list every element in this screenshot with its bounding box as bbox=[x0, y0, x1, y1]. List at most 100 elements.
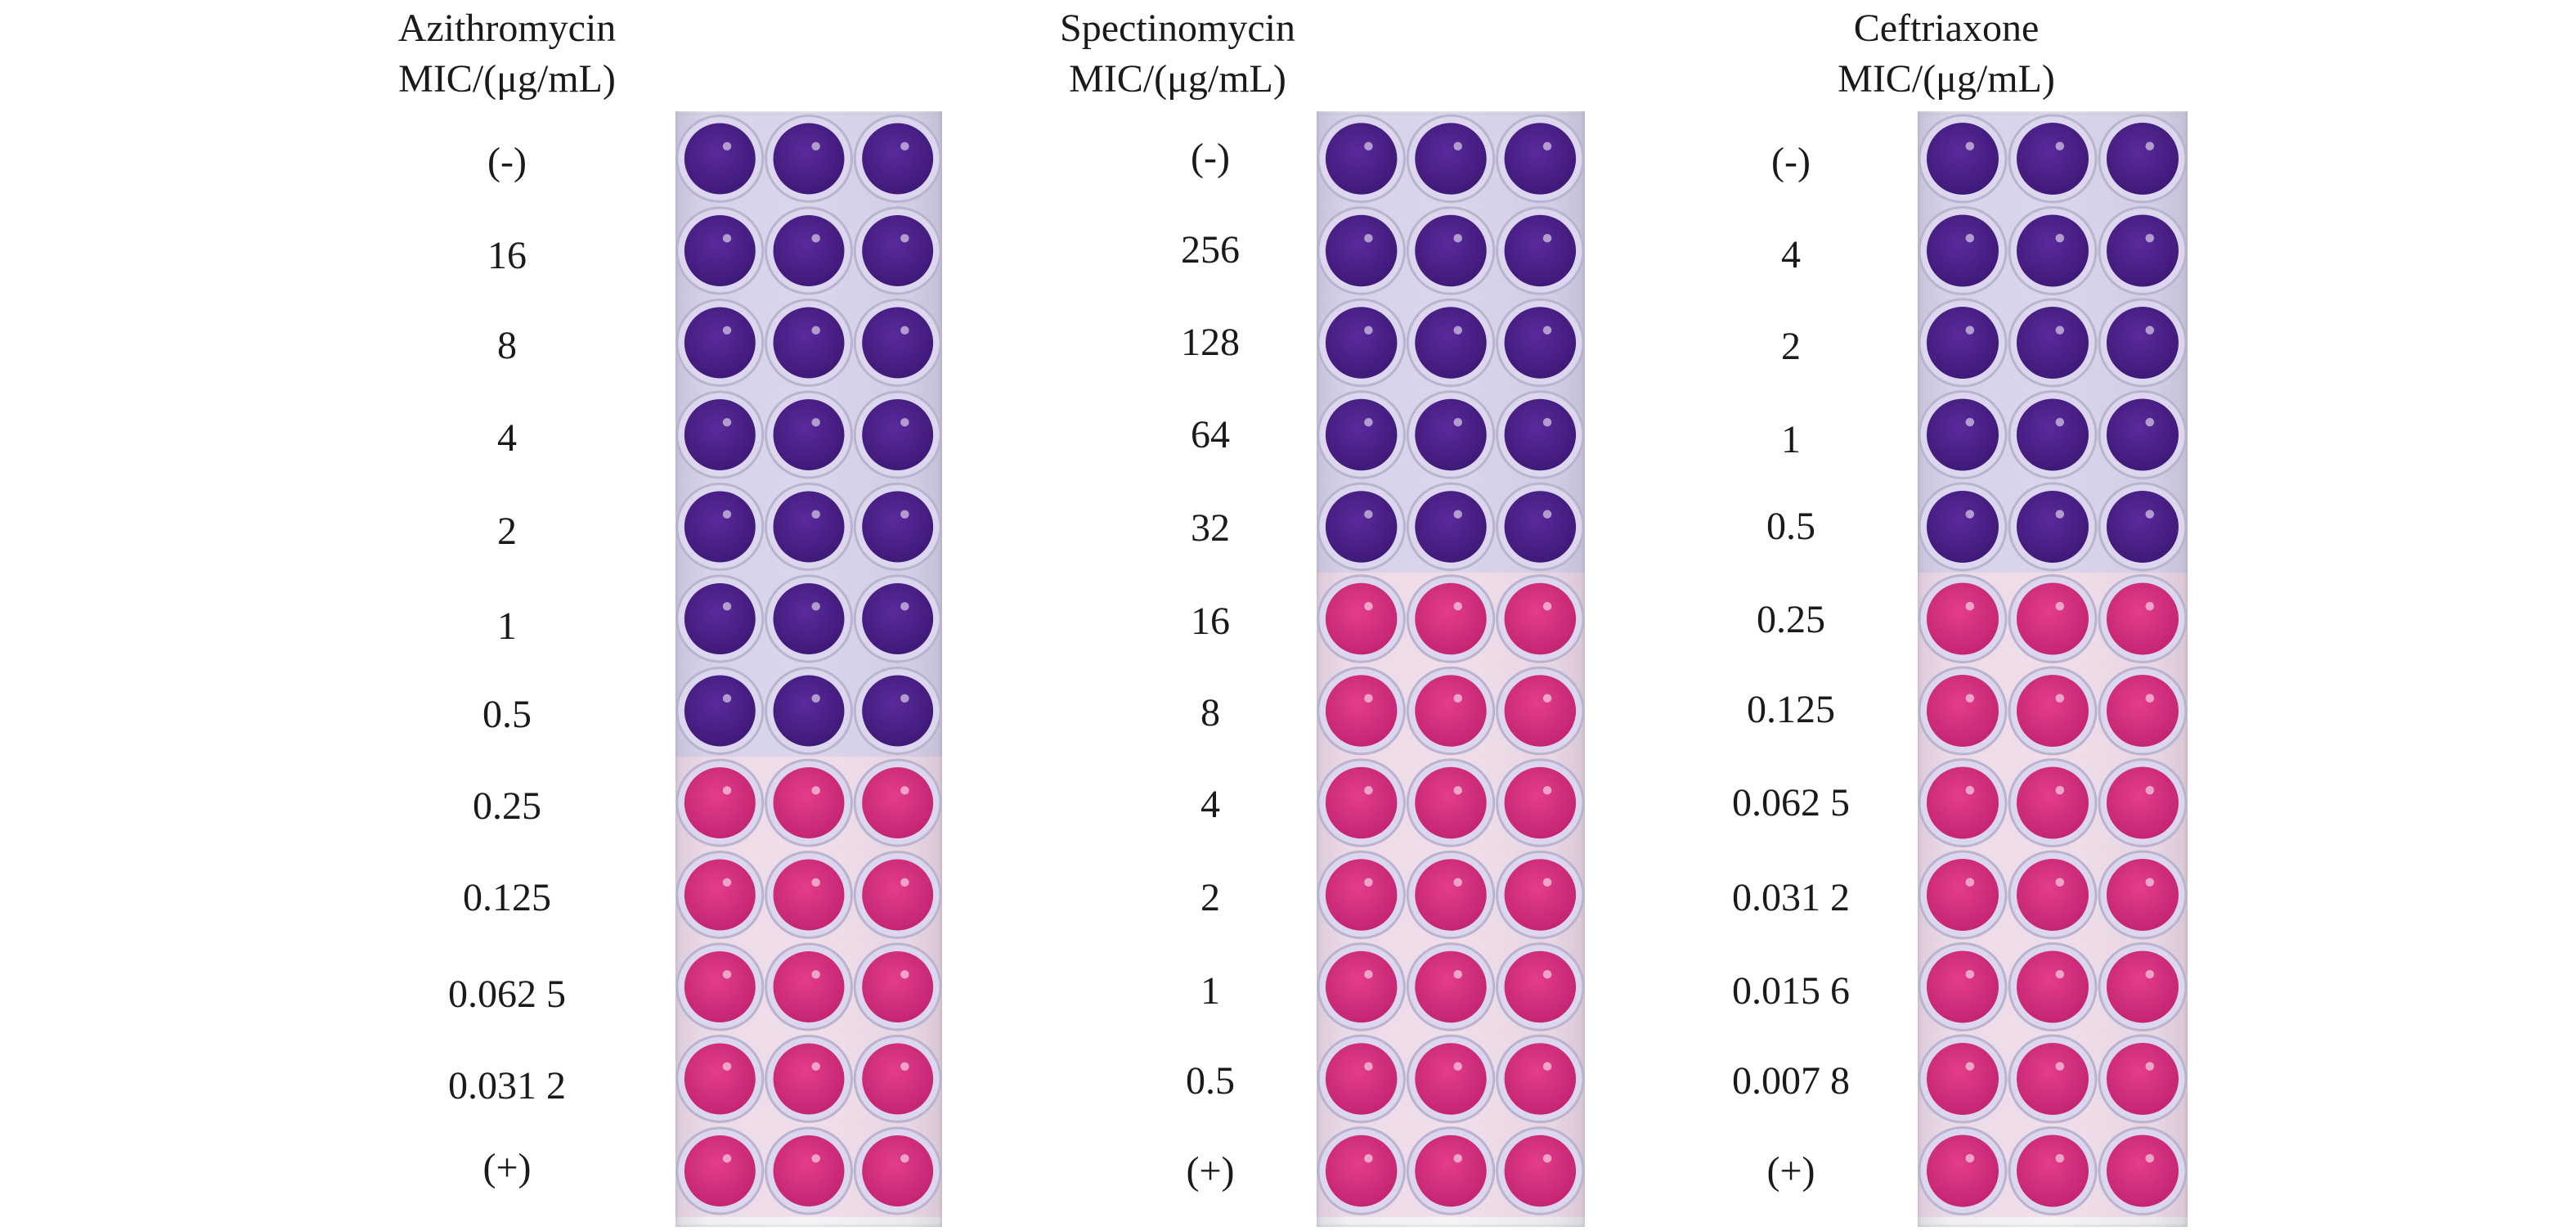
well-pink bbox=[2017, 1134, 2089, 1207]
conc-label: 64 bbox=[1191, 413, 1230, 456]
well-highlight bbox=[2145, 1153, 2155, 1163]
well-purple bbox=[1415, 491, 1487, 563]
well-highlight bbox=[900, 1154, 909, 1163]
well-purple bbox=[684, 123, 756, 195]
conc-label: (-) bbox=[487, 140, 527, 183]
antibiotic-name: Ceftriaxone bbox=[1853, 7, 2040, 50]
well-highlight bbox=[1364, 785, 1373, 795]
well-highlight bbox=[900, 694, 909, 703]
well-highlight bbox=[811, 234, 820, 243]
conc-label: 2 bbox=[497, 510, 517, 553]
conc-label: 32 bbox=[1191, 506, 1230, 550]
well-highlight bbox=[2145, 878, 2155, 887]
well-highlight bbox=[722, 510, 732, 519]
well-pink bbox=[2017, 950, 2089, 1023]
well-highlight bbox=[1542, 1062, 1552, 1071]
well-purple bbox=[773, 583, 845, 654]
well-pink bbox=[2017, 859, 2089, 931]
well-purple bbox=[773, 123, 845, 195]
well-pink bbox=[1504, 675, 1577, 747]
well-highlight bbox=[1453, 969, 1462, 979]
conc-label: 4 bbox=[1781, 233, 1801, 276]
well-highlight bbox=[2055, 142, 2065, 151]
conc-label: 8 bbox=[1200, 691, 1220, 735]
well-purple bbox=[684, 491, 756, 563]
well-purple bbox=[773, 215, 845, 286]
well-highlight bbox=[2055, 969, 2065, 979]
well-plate-strip bbox=[1918, 111, 2188, 1227]
well-highlight bbox=[1965, 1153, 1975, 1163]
well-purple bbox=[1927, 307, 1999, 379]
well-highlight bbox=[1364, 1153, 1373, 1163]
conc-label: 2 bbox=[1781, 325, 1801, 368]
well-highlight bbox=[2145, 233, 2155, 243]
well-highlight bbox=[1542, 1153, 1552, 1163]
well-pink bbox=[1927, 766, 1999, 839]
well-highlight bbox=[1965, 510, 1975, 519]
well-highlight bbox=[2055, 510, 2065, 519]
well-pink bbox=[684, 767, 756, 838]
unit-label: MIC/(μg/mL) bbox=[1838, 57, 2055, 101]
well-highlight bbox=[2055, 417, 2065, 427]
well-highlight bbox=[1965, 878, 1975, 887]
panel-title: Azithromycin MIC/(μg/mL) bbox=[335, 3, 679, 105]
well-purple bbox=[862, 307, 934, 379]
well-purple bbox=[2017, 491, 2089, 563]
conc-label: (-) bbox=[1191, 136, 1230, 179]
well-highlight bbox=[2055, 878, 2065, 887]
well-highlight bbox=[1542, 510, 1552, 519]
well-highlight bbox=[1453, 417, 1462, 427]
well-pink bbox=[2107, 1043, 2179, 1115]
antibiotic-name: Azithromycin bbox=[397, 7, 617, 50]
well-highlight bbox=[1965, 1062, 1975, 1071]
well-highlight bbox=[1542, 694, 1552, 703]
well-highlight bbox=[1965, 969, 1975, 979]
well-pink bbox=[862, 1135, 934, 1206]
well-highlight bbox=[1364, 142, 1373, 151]
well-purple bbox=[2017, 214, 2089, 287]
well-purple bbox=[1325, 214, 1398, 287]
well-pink bbox=[1415, 1134, 1487, 1207]
well-purple bbox=[684, 399, 756, 470]
well-highlight bbox=[722, 418, 732, 427]
well-highlight bbox=[2145, 969, 2155, 979]
well-highlight bbox=[1965, 142, 1975, 151]
well-purple bbox=[1415, 307, 1487, 379]
well-highlight bbox=[2145, 1062, 2155, 1071]
conc-label: 0.031 2 bbox=[1732, 876, 1850, 919]
well-pink bbox=[1504, 1043, 1577, 1115]
well-highlight bbox=[1453, 1153, 1462, 1163]
well-pink bbox=[1504, 859, 1577, 931]
well-highlight bbox=[722, 142, 732, 151]
conc-label: 256 bbox=[1181, 228, 1240, 272]
well-purple bbox=[1927, 491, 1999, 563]
well-highlight bbox=[2145, 785, 2155, 795]
conc-label: (+) bbox=[482, 1146, 532, 1189]
well-pink bbox=[1504, 950, 1577, 1023]
well-pink bbox=[773, 1135, 845, 1206]
well-purple bbox=[1504, 214, 1577, 287]
well-highlight bbox=[811, 970, 820, 979]
well-pink bbox=[862, 1043, 934, 1115]
well-purple bbox=[862, 123, 934, 195]
well-highlight bbox=[811, 878, 820, 887]
well-highlight bbox=[722, 786, 732, 795]
well-purple bbox=[1504, 491, 1577, 563]
well-highlight bbox=[811, 786, 820, 795]
well-pink bbox=[1927, 1134, 1999, 1207]
well-highlight bbox=[900, 326, 909, 335]
well-highlight bbox=[1453, 142, 1462, 151]
well-highlight bbox=[2145, 510, 2155, 519]
well-pink bbox=[2107, 1134, 2179, 1207]
well-purple bbox=[1415, 398, 1487, 471]
well-pink bbox=[2017, 1043, 2089, 1115]
well-purple bbox=[862, 675, 934, 747]
well-highlight bbox=[2145, 601, 2155, 611]
well-highlight bbox=[1965, 601, 1975, 611]
conc-label: 0.125 bbox=[1747, 688, 1835, 731]
well-pink bbox=[1325, 1134, 1398, 1207]
well-purple bbox=[1325, 491, 1398, 563]
well-highlight bbox=[1364, 694, 1373, 703]
well-pink bbox=[2107, 582, 2179, 655]
well-highlight bbox=[2055, 1062, 2065, 1071]
